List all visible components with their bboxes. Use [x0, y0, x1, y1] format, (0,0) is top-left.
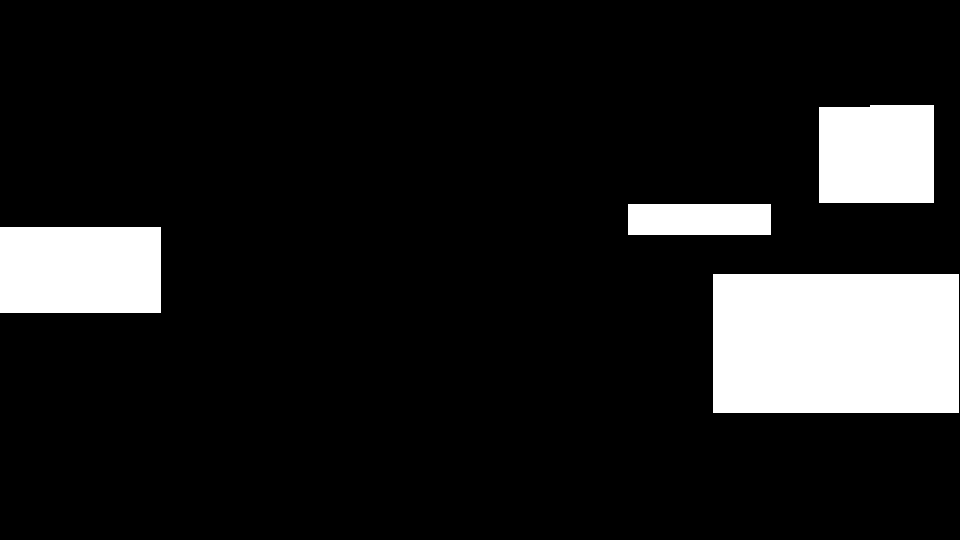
blank-white-panel-top-right: [819, 105, 934, 203]
blank-white-bar-middle-right: [628, 204, 771, 235]
panel-top-edge-line: [819, 105, 870, 107]
blank-white-panel-left: [0, 227, 161, 313]
blank-white-panel-bottom-right: [713, 274, 959, 413]
